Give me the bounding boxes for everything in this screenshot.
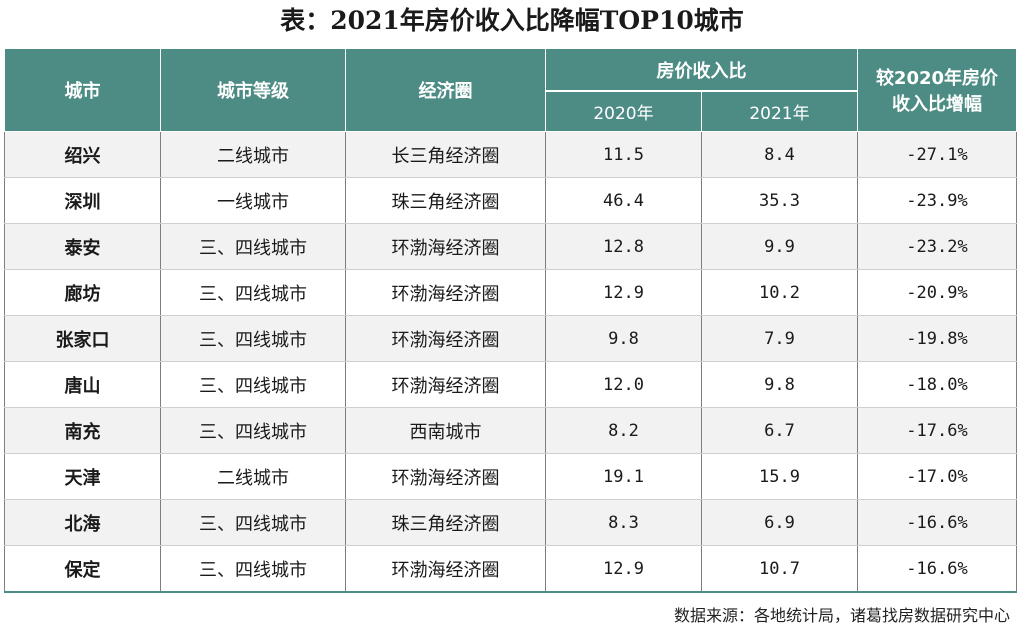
- table-row: 保定 三、四线城市 环渤海经济圈 12.9 10.7 -16.6%: [4, 545, 1017, 593]
- cell-ratio-2020: 9.8: [545, 315, 702, 362]
- cell-change: -19.8%: [857, 315, 1017, 362]
- cell-city: 保定: [4, 545, 161, 593]
- cell-region: 环渤海经济圈: [345, 223, 546, 270]
- cell-tier: 一线城市: [160, 177, 346, 224]
- table-row: 南充 三、四线城市 西南城市 8.2 6.7 -17.6%: [4, 407, 1017, 454]
- cell-ratio-2020: 12.9: [545, 545, 702, 593]
- cell-region: 环渤海经济圈: [345, 361, 546, 408]
- cell-change: -16.6%: [857, 499, 1017, 546]
- header-change: 较2020年房价 收入比增幅: [857, 48, 1017, 132]
- table-row: 深圳 一线城市 珠三角经济圈 46.4 35.3 -23.9%: [4, 177, 1017, 224]
- table-title: 表：2021年房价收入比降幅TOP10城市: [280, 6, 744, 35]
- cell-region: 珠三角经济圈: [345, 499, 546, 546]
- table-row: 泰安 三、四线城市 环渤海经济圈 12.8 9.9 -23.2%: [4, 223, 1017, 270]
- header-tier: 城市等级: [160, 48, 346, 132]
- source-note: 数据来源：各地统计局，诸葛找房数据研究中心: [673, 606, 1010, 625]
- cell-city: 深圳: [4, 177, 161, 224]
- cell-ratio-2021: 9.8: [701, 361, 858, 408]
- cell-ratio-2021: 10.7: [701, 545, 858, 593]
- cell-tier: 三、四线城市: [160, 315, 346, 362]
- cell-ratio-2020: 46.4: [545, 177, 702, 224]
- cell-ratio-2021: 7.9: [701, 315, 858, 362]
- header-2020: 2020年: [545, 90, 702, 132]
- cell-tier: 三、四线城市: [160, 269, 346, 316]
- cell-region: 环渤海经济圈: [345, 453, 546, 500]
- cell-city: 唐山: [4, 361, 161, 408]
- cell-change: -23.2%: [857, 223, 1017, 270]
- cell-city: 南充: [4, 407, 161, 454]
- cell-region: 环渤海经济圈: [345, 315, 546, 362]
- cell-ratio-2020: 8.3: [545, 499, 702, 546]
- cell-city: 绍兴: [4, 131, 161, 178]
- cell-ratio-2021: 8.4: [701, 131, 858, 178]
- cell-ratio-2020: 12.9: [545, 269, 702, 316]
- header-city: 城市: [4, 48, 161, 132]
- cell-tier: 三、四线城市: [160, 361, 346, 408]
- ratio-table: 城市 城市等级 经济圈 房价收入比 较2020年房价 收入比增幅 2020年 2…: [4, 48, 1017, 593]
- cell-ratio-2021: 15.9: [701, 453, 858, 500]
- cell-region: 长三角经济圈: [345, 131, 546, 178]
- table-row: 张家口 三、四线城市 环渤海经济圈 9.8 7.9 -19.8%: [4, 315, 1017, 362]
- table-row: 绍兴 二线城市 长三角经济圈 11.5 8.4 -27.1%: [4, 131, 1017, 178]
- cell-change: -16.6%: [857, 545, 1017, 593]
- table-row: 廊坊 三、四线城市 环渤海经济圈 12.9 10.2 -20.9%: [4, 269, 1017, 316]
- table-row: 北海 三、四线城市 珠三角经济圈 8.3 6.9 -16.6%: [4, 499, 1017, 546]
- cell-ratio-2021: 6.7: [701, 407, 858, 454]
- cell-city: 天津: [4, 453, 161, 500]
- header-change-line2: 收入比增幅: [892, 94, 982, 115]
- cell-ratio-2021: 9.9: [701, 223, 858, 270]
- header-change-line1: 较2020年房价: [875, 68, 999, 89]
- header-ratio-group: 房价收入比: [545, 48, 858, 92]
- cell-ratio-2020: 12.0: [545, 361, 702, 408]
- header-2021: 2021年: [701, 90, 858, 132]
- cell-ratio-2021: 35.3: [701, 177, 858, 224]
- cell-change: -17.6%: [857, 407, 1017, 454]
- cell-ratio-2020: 8.2: [545, 407, 702, 454]
- cell-tier: 二线城市: [160, 131, 346, 178]
- cell-change: -23.9%: [857, 177, 1017, 224]
- cell-change: -18.0%: [857, 361, 1017, 408]
- cell-change: -17.0%: [857, 453, 1017, 500]
- table-row: 天津 二线城市 环渤海经济圈 19.1 15.9 -17.0%: [4, 453, 1017, 500]
- cell-ratio-2020: 12.8: [545, 223, 702, 270]
- cell-region: 西南城市: [345, 407, 546, 454]
- cell-region: 珠三角经济圈: [345, 177, 546, 224]
- header-region: 经济圈: [345, 48, 546, 132]
- cell-tier: 三、四线城市: [160, 223, 346, 270]
- cell-ratio-2021: 10.2: [701, 269, 858, 316]
- cell-city: 张家口: [4, 315, 161, 362]
- cell-change: -27.1%: [857, 131, 1017, 178]
- cell-city: 廊坊: [4, 269, 161, 316]
- cell-region: 环渤海经济圈: [345, 545, 546, 593]
- cell-tier: 三、四线城市: [160, 499, 346, 546]
- cell-ratio-2021: 6.9: [701, 499, 858, 546]
- cell-change: -20.9%: [857, 269, 1017, 316]
- cell-city: 北海: [4, 499, 161, 546]
- cell-tier: 三、四线城市: [160, 545, 346, 593]
- cell-ratio-2020: 11.5: [545, 131, 702, 178]
- cell-ratio-2020: 19.1: [545, 453, 702, 500]
- table-row: 唐山 三、四线城市 环渤海经济圈 12.0 9.8 -18.0%: [4, 361, 1017, 408]
- cell-city: 泰安: [4, 223, 161, 270]
- cell-region: 环渤海经济圈: [345, 269, 546, 316]
- cell-tier: 二线城市: [160, 453, 346, 500]
- cell-tier: 三、四线城市: [160, 407, 346, 454]
